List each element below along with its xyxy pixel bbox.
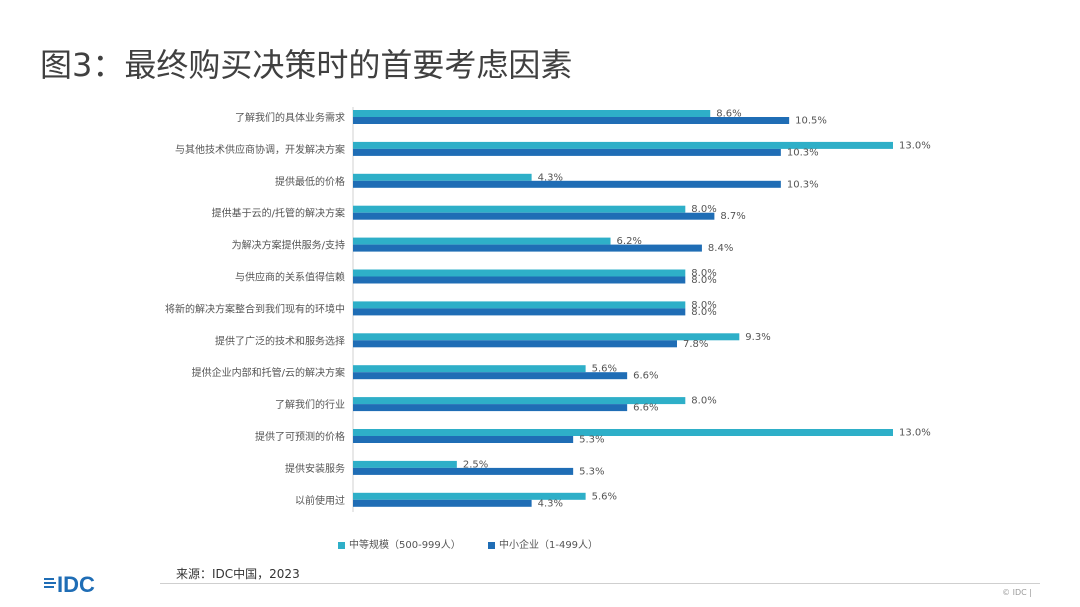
- legend: 中等规模（500-999人） 中小企业（1-499人）: [338, 536, 622, 551]
- value-label-medium: 8.0%: [691, 204, 716, 215]
- value-label-sme: 8.0%: [691, 307, 716, 318]
- logo-text: IDC: [57, 572, 95, 595]
- category-label: 以前使用过: [295, 494, 345, 507]
- category-label: 将新的解决方案整合到我们现有的环境中: [165, 302, 345, 315]
- value-label-medium: 13.0%: [899, 428, 931, 439]
- legend-label-sme: 中小企业（1-499人）: [498, 540, 599, 551]
- bar-sme: [353, 372, 628, 380]
- value-label-medium: 5.6%: [592, 491, 617, 502]
- value-label-medium: 2.5%: [463, 459, 488, 470]
- legend-item-medium: 中等规模（500-999人）: [338, 536, 461, 551]
- value-label-medium: 4.3%: [538, 172, 563, 183]
- bar-medium: [353, 333, 740, 341]
- bar-medium: [353, 269, 686, 277]
- idc-logo: IDC: [44, 572, 95, 595]
- bar-medium: [353, 173, 532, 181]
- value-label-medium: 8.0%: [691, 300, 716, 311]
- value-label-sme: 5.3%: [579, 435, 604, 446]
- bar-sme: [353, 340, 677, 348]
- category-label: 与其他技术供应商协调，开发解决方案: [175, 143, 345, 156]
- chart-title: 图3：最终购买决策时的首要考虑因素: [40, 46, 573, 84]
- value-label-sme: 5.3%: [579, 466, 604, 477]
- bar-sme: [353, 117, 790, 124]
- category-label: 提供安装服务: [285, 462, 345, 475]
- bars-group: 了解我们的具体业务需求 8.6% 10.5% 与其他技术供应商协调，开发解决方案 13.…: [165, 109, 931, 510]
- bar-sme: [353, 308, 686, 316]
- value-label-sme: 8.7%: [720, 211, 745, 222]
- bar-medium: [353, 110, 711, 117]
- value-label-sme: 10.5%: [795, 116, 827, 127]
- footer-divider: [160, 583, 1040, 584]
- category-label: 提供基于云的/托管的解决方案: [212, 207, 345, 220]
- bar-medium: [353, 429, 893, 436]
- value-label-sme: 10.3%: [787, 179, 819, 190]
- bar-medium: [353, 205, 686, 213]
- copyright: © IDC |: [1002, 588, 1032, 597]
- bar-sme: [353, 276, 686, 284]
- value-label-sme: 8.0%: [691, 275, 716, 286]
- value-label-medium: 8.6%: [716, 109, 741, 120]
- bar-medium: [353, 397, 686, 405]
- bar-medium: [353, 237, 611, 245]
- legend-swatch-medium: [338, 541, 345, 549]
- bar-sme: [353, 467, 574, 475]
- category-label: 提供企业内部和托管/云的解决方案: [192, 366, 345, 379]
- bar-sme: [353, 212, 715, 220]
- value-label-medium: 13.0%: [899, 140, 931, 151]
- bar-medium: [353, 301, 686, 309]
- bar-sme: [353, 148, 781, 156]
- logo-lines-icon: [44, 578, 56, 588]
- bar-medium: [353, 460, 457, 468]
- value-label-sme: 6.6%: [633, 403, 658, 414]
- category-label: 为解决方案提供服务/支持: [232, 239, 345, 252]
- value-label-medium: 8.0%: [691, 268, 716, 279]
- source-note: 来源：IDC中国，2023: [176, 567, 300, 581]
- category-label: 了解我们的行业: [275, 398, 345, 411]
- bar-medium: [353, 492, 586, 500]
- bar-sme: [353, 244, 702, 252]
- value-label-sme: 8.4%: [708, 243, 733, 254]
- value-label-sme: 4.3%: [538, 498, 563, 509]
- category-label: 提供了可预测的价格: [255, 430, 345, 443]
- legend-item-sme: 中小企业（1-499人）: [487, 536, 599, 551]
- value-label-medium: 9.3%: [745, 332, 770, 343]
- value-label-medium: 8.0%: [691, 396, 716, 407]
- value-label-medium: 5.6%: [592, 364, 617, 375]
- value-label-medium: 6.2%: [617, 236, 642, 247]
- category-label: 提供最低的价格: [275, 175, 345, 188]
- value-label-sme: 7.8%: [683, 339, 708, 350]
- bar-medium: [353, 141, 893, 149]
- bar-medium: [353, 365, 586, 373]
- legend-swatch-sme: [487, 541, 495, 549]
- bar-sme: [353, 436, 574, 443]
- value-label-sme: 10.3%: [787, 147, 819, 158]
- category-label: 提供了广泛的技术和服务选择: [215, 334, 345, 347]
- bar-sme: [353, 499, 532, 507]
- value-label-sme: 6.6%: [633, 371, 658, 382]
- bar-sme: [353, 404, 628, 412]
- legend-label-medium: 中等规模（500-999人）: [349, 540, 461, 551]
- bar-sme: [353, 180, 781, 188]
- category-label: 与供应商的关系值得信赖: [235, 271, 345, 284]
- category-label: 了解我们的具体业务需求: [235, 111, 345, 124]
